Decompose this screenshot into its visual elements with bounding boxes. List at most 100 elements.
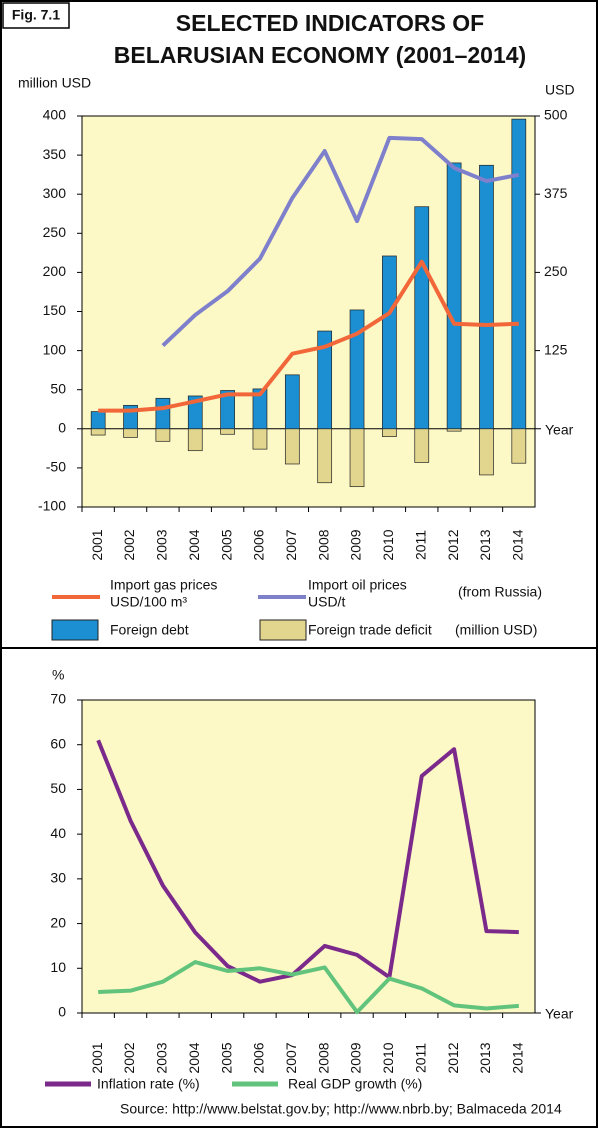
bar — [446, 162, 462, 430]
legend-swatch — [259, 619, 307, 641]
x-tick-label: 2012 — [445, 529, 461, 560]
y-tick-label: 250 — [43, 224, 67, 240]
y2-tick-label: 500 — [544, 107, 568, 123]
x-tick-label: 2006 — [251, 1042, 267, 1073]
y-tick-label: 50 — [50, 780, 66, 796]
y-tick-label: -100 — [38, 498, 66, 514]
y2-tick-label: 250 — [544, 263, 568, 279]
title-line: BELARUSIAN ECONOMY (2001–2014) — [114, 42, 526, 68]
bar — [155, 397, 171, 430]
title-line: SELECTED INDICATORS OF — [176, 10, 484, 36]
y-tick-label: 100 — [43, 341, 67, 357]
legend-unit: USD/100 m³ — [110, 594, 187, 610]
y-tick-label: 0 — [58, 1004, 66, 1020]
legend-note: (from Russia) — [458, 584, 542, 600]
x-tick-label: 2008 — [315, 1042, 331, 1073]
x-tick-label: 2010 — [380, 1042, 396, 1073]
x-tick-label: 2002 — [121, 1042, 137, 1073]
bar — [446, 428, 462, 432]
bar — [155, 428, 171, 442]
y-tick-label: 10 — [50, 959, 66, 975]
y-tick-label: 40 — [50, 825, 66, 841]
x-tick-label: 2009 — [348, 1042, 364, 1073]
x-tick-label: 2013 — [477, 529, 493, 560]
y-tick-label: 60 — [50, 735, 66, 751]
y-tick-label: 0 — [58, 420, 66, 436]
x-tick-label: 2014 — [510, 1042, 526, 1073]
bar — [382, 255, 397, 430]
x-tick-label: 2007 — [283, 1042, 299, 1073]
x-tick-label: 2012 — [445, 1042, 461, 1073]
y-tick-label: -50 — [46, 459, 66, 475]
bar — [349, 309, 365, 430]
x-tick-label: 2013 — [477, 1042, 493, 1073]
legend-unit: USD/t — [308, 594, 345, 610]
y2-tick-label: 375 — [544, 185, 568, 201]
y-tick-label: 70 — [50, 691, 66, 707]
x-tick-label: 2010 — [380, 529, 396, 560]
bar — [90, 428, 106, 436]
line — [98, 960, 519, 1015]
bar — [349, 428, 365, 488]
bar — [317, 428, 333, 484]
x-tick-label: 2001 — [89, 529, 105, 560]
x-tick-label: 2014 — [510, 529, 526, 560]
x-tick-label: 2005 — [218, 529, 234, 560]
line — [161, 135, 520, 348]
y-axis-label: million USD — [18, 75, 91, 91]
y-tick-label: 50 — [50, 380, 66, 396]
x-tick-label: 2001 — [89, 1042, 105, 1073]
y-tick-label: 30 — [50, 870, 66, 886]
bar — [414, 428, 430, 463]
y-axis-label: % — [52, 667, 64, 683]
y-tick-label: 300 — [43, 185, 67, 201]
bar — [479, 164, 494, 430]
x-tick-label: 2006 — [251, 529, 267, 560]
bar — [252, 428, 268, 450]
x-tick-label: 2002 — [121, 529, 137, 560]
y-tick-label: 200 — [43, 263, 67, 279]
bar — [414, 206, 430, 430]
x-tick-label: 2009 — [348, 529, 364, 560]
bar — [382, 428, 397, 437]
x-tick-label: 2004 — [186, 1042, 202, 1073]
line — [96, 739, 519, 984]
bar — [220, 428, 235, 435]
bar — [511, 118, 527, 430]
fig-label: Fig. 7.1 — [12, 7, 60, 23]
x-tick-label: 2011 — [412, 530, 428, 560]
bar — [187, 428, 203, 452]
x-tick-label: 2005 — [218, 1042, 234, 1073]
line — [98, 259, 519, 413]
x-tick-label: 2008 — [315, 529, 331, 560]
y-tick-label: 400 — [43, 107, 67, 123]
legend-label: Real GDP growth (%) — [288, 1076, 422, 1092]
y-tick-label: 350 — [43, 146, 67, 162]
source: Source: http://www.belstat.gov.by; http:… — [120, 1101, 562, 1117]
x-tick-label: 2007 — [283, 529, 299, 560]
x-axis-label: Year — [545, 422, 574, 438]
y-tick-label: 20 — [50, 914, 66, 930]
bar — [90, 411, 106, 430]
x-axis-label: Year — [545, 1006, 574, 1022]
fig-box — [2, 2, 70, 29]
bar — [284, 374, 300, 430]
legend-label: Foreign debt — [110, 622, 189, 638]
legend-label: Import oil prices — [308, 577, 407, 593]
x-tick-label: 2003 — [154, 529, 170, 560]
y-tick-label: 150 — [43, 302, 67, 318]
bar — [479, 428, 494, 476]
bar — [511, 428, 527, 464]
x-tick-label: 2011 — [412, 1043, 428, 1073]
x-tick-label: 2004 — [186, 529, 202, 560]
legend-swatch — [51, 619, 99, 641]
legend-label: Inflation rate (%) — [97, 1076, 200, 1092]
legend-note: (million USD) — [455, 622, 537, 638]
y2-tick-label: 125 — [544, 341, 568, 357]
y2-axis-label: USD — [545, 82, 575, 98]
legend-label: Foreign trade deficit — [308, 622, 432, 638]
x-tick-label: 2003 — [154, 1042, 170, 1073]
legend-label: Import gas prices — [110, 577, 217, 593]
bar — [284, 428, 300, 465]
